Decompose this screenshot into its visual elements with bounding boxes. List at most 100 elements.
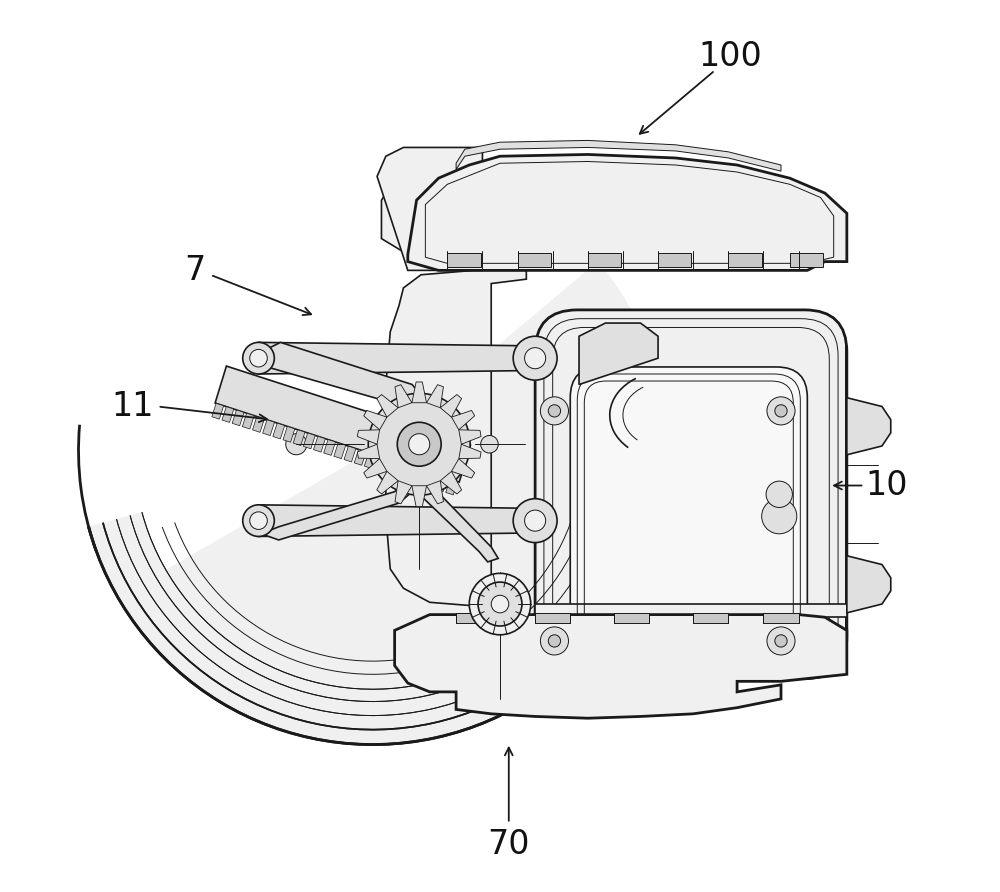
Polygon shape [847,398,891,455]
Polygon shape [222,407,234,423]
Circle shape [767,627,795,655]
Circle shape [250,350,267,367]
Polygon shape [395,384,412,408]
Circle shape [409,434,430,455]
Circle shape [525,348,546,368]
Text: 7: 7 [184,254,205,287]
Polygon shape [118,261,667,745]
Polygon shape [259,505,535,536]
Polygon shape [242,413,254,429]
Polygon shape [385,459,397,475]
Polygon shape [334,442,346,458]
Polygon shape [436,475,447,491]
Polygon shape [261,343,423,409]
Polygon shape [215,366,471,482]
Polygon shape [261,481,412,540]
Polygon shape [381,147,417,260]
Polygon shape [375,456,386,472]
Text: 70: 70 [488,828,530,861]
Polygon shape [412,479,498,562]
Circle shape [243,505,274,536]
Circle shape [540,627,568,655]
Circle shape [513,499,557,542]
Circle shape [286,434,307,455]
Polygon shape [459,430,481,444]
Polygon shape [314,436,325,452]
Polygon shape [377,394,398,417]
Polygon shape [440,394,462,417]
Polygon shape [357,430,380,444]
Circle shape [243,343,274,374]
Polygon shape [263,420,275,435]
Bar [693,613,728,624]
Circle shape [478,582,522,626]
Polygon shape [847,556,891,613]
Bar [518,252,551,267]
Polygon shape [364,453,376,468]
Circle shape [766,481,792,508]
Polygon shape [252,417,264,433]
Bar [535,613,570,624]
Circle shape [775,635,787,647]
Bar [790,252,823,267]
Bar [763,613,799,624]
Polygon shape [293,430,305,445]
Polygon shape [452,458,475,478]
Bar [447,252,481,267]
Polygon shape [386,270,526,606]
Polygon shape [459,444,481,458]
Polygon shape [425,473,437,488]
Polygon shape [579,323,658,384]
Text: 11: 11 [112,390,154,423]
Polygon shape [232,410,244,425]
Polygon shape [456,140,781,171]
Bar [614,613,649,624]
Polygon shape [408,154,847,270]
Circle shape [491,595,509,613]
Polygon shape [412,382,427,402]
Circle shape [548,405,561,417]
Polygon shape [324,440,336,455]
Polygon shape [357,444,380,458]
Circle shape [397,422,441,467]
Circle shape [548,635,561,647]
FancyBboxPatch shape [535,310,847,679]
Polygon shape [377,471,398,494]
Circle shape [481,435,498,453]
Text: 100: 100 [698,39,762,72]
Polygon shape [212,403,224,419]
Polygon shape [535,604,847,617]
Circle shape [525,510,546,531]
Polygon shape [427,384,443,408]
Bar [728,252,762,267]
Polygon shape [412,486,427,507]
Circle shape [767,397,795,425]
Polygon shape [440,471,462,494]
Polygon shape [427,481,443,504]
Circle shape [762,499,797,533]
Polygon shape [395,481,412,504]
Circle shape [368,393,470,495]
Polygon shape [446,479,458,495]
Bar [588,252,621,267]
Bar [658,252,691,267]
Polygon shape [395,615,847,718]
Text: 10: 10 [865,469,908,502]
Circle shape [775,405,787,417]
Circle shape [250,512,267,530]
Polygon shape [344,446,356,462]
Polygon shape [364,410,387,430]
Bar [456,613,491,624]
Polygon shape [405,466,417,482]
Polygon shape [89,400,667,745]
Circle shape [513,336,557,380]
Polygon shape [303,433,315,449]
Polygon shape [364,458,387,478]
Polygon shape [377,147,482,270]
Polygon shape [452,410,475,430]
Polygon shape [273,423,285,439]
Polygon shape [283,426,295,442]
Polygon shape [415,469,427,485]
Polygon shape [259,343,535,374]
Circle shape [540,397,568,425]
